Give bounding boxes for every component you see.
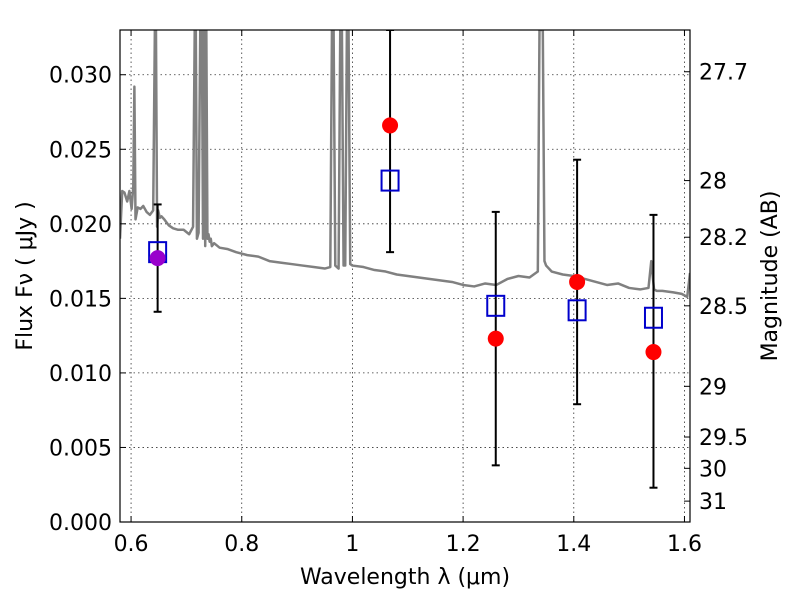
y-tick-label: 0.010 [49,362,112,387]
y-tick-label: 0.005 [49,436,112,461]
model-square [567,299,587,322]
y-tick-label: 0.000 [49,511,112,536]
model-square [643,306,663,329]
y2-tick-label: 31 [699,490,727,515]
y-tick-label: 0.030 [49,64,112,89]
model-square [486,294,506,317]
y2-tick-label: 28 [699,170,727,195]
y2-tick-label: 28.5 [699,295,748,320]
y-axis-label: Flux Fν ( μJy ) [13,201,38,350]
y2-tick-label: 29.5 [699,426,748,451]
observed-point [569,273,586,290]
observed-point [487,330,504,347]
x-tick-label: 1.4 [556,532,591,557]
y2-tick-label: 30 [699,457,727,482]
x-tick-label: 0.8 [224,532,259,557]
x-axis-label: Wavelength λ (μm) [300,565,510,590]
y-tick-label: 0.025 [49,138,112,163]
grid [120,30,690,523]
observed-point [645,344,662,361]
model-square [380,169,400,192]
y-tick-label: 0.020 [49,213,112,238]
x-tick-label: 1 [345,532,359,557]
x-tick-label: 0.6 [114,532,149,557]
y2-tick-label: 27.7 [699,61,748,86]
y2-axis-label: Magnitude (AB) [758,191,783,362]
y-tick-label: 0.015 [49,287,112,312]
plot-area [120,30,690,489]
x-tick-label: 1.6 [667,532,702,557]
y2-tick-label: 28.2 [699,226,748,251]
y2-tick-label: 29 [699,375,727,400]
observed-point [149,250,166,267]
axis-ticks: 0.6 0.8 1 1.2 1.4 1.6 0.000 0.005 0.010 0.015 0.02… [49,30,748,557]
x-tick-label: 1.2 [446,532,481,557]
observed-point [382,117,399,134]
plot-frame [119,29,691,523]
